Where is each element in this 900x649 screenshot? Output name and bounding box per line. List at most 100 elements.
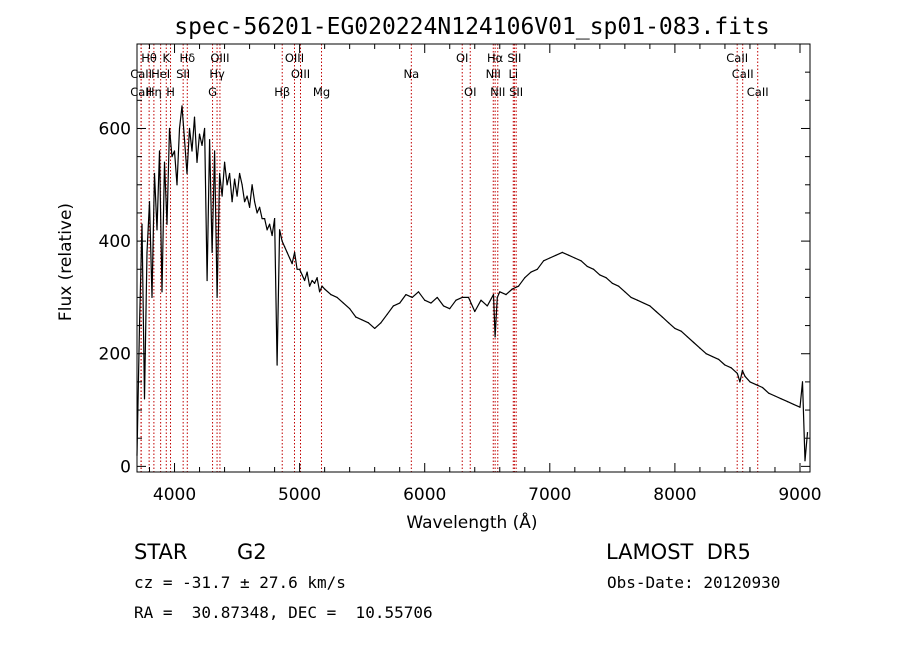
spectrum-point bbox=[806, 431, 809, 434]
spectrum-point bbox=[755, 384, 757, 386]
spectral-line-label: OI bbox=[464, 85, 476, 99]
spectrum-point bbox=[630, 296, 632, 299]
spectral-line-label: NII bbox=[486, 67, 501, 81]
spectrum-point bbox=[580, 260, 582, 262]
spectrum-point bbox=[768, 392, 770, 394]
spectrum-point bbox=[178, 127, 181, 130]
spectrum-point bbox=[643, 302, 645, 304]
spectrum-point bbox=[279, 229, 281, 231]
spectrum-series bbox=[136, 105, 809, 462]
spectrum-point bbox=[306, 271, 308, 273]
object-subclass: G2 bbox=[237, 540, 267, 564]
spectrum-point bbox=[203, 127, 206, 130]
spectrum-point bbox=[592, 268, 595, 270]
y-axis-ticks: 0 200 400 600 bbox=[99, 71, 810, 477]
spectrum-point bbox=[561, 251, 563, 253]
y-tick-label: 200 bbox=[99, 345, 131, 365]
spectrum-point bbox=[181, 105, 183, 107]
spectrum-point bbox=[188, 127, 191, 130]
spectrum-point bbox=[780, 398, 782, 400]
spectral-line-label: CaII bbox=[747, 85, 769, 99]
y-tick-label: 0 bbox=[120, 457, 131, 477]
spectrum-point bbox=[741, 370, 744, 372]
x-tick-label: 9000 bbox=[778, 485, 821, 505]
spectrum-point bbox=[221, 195, 223, 197]
spectrum-point bbox=[166, 223, 168, 225]
spectrum-point bbox=[296, 268, 298, 270]
spectral-line-label: SII bbox=[507, 51, 521, 65]
spectrum-point bbox=[271, 234, 273, 237]
spectrum-point bbox=[724, 364, 726, 366]
spectrum-point bbox=[467, 296, 470, 299]
spectrum-point bbox=[649, 305, 651, 307]
spectrum-point bbox=[198, 133, 201, 135]
spectrum-point bbox=[674, 327, 676, 329]
spectral-line-label: Hγ bbox=[209, 67, 225, 81]
spectral-line-label: Hθ bbox=[141, 51, 157, 65]
spectrum-point bbox=[655, 310, 657, 313]
spectrum-point bbox=[480, 299, 482, 301]
x-tick-label: 5000 bbox=[278, 485, 321, 505]
spectrum-line bbox=[136, 105, 809, 462]
chart-title: spec-56201-EG020224N124106V01_sp01-083.f… bbox=[174, 14, 769, 40]
spectrum-point bbox=[173, 150, 176, 152]
spectrum-point bbox=[284, 246, 286, 248]
spectrum-point bbox=[294, 251, 296, 253]
spectrum-point bbox=[355, 316, 357, 318]
spectrum-point bbox=[399, 302, 401, 304]
spectrum-point bbox=[314, 282, 316, 284]
spectrum-point bbox=[761, 386, 764, 389]
spectrum-point bbox=[530, 271, 532, 273]
spectrum-point bbox=[208, 139, 211, 141]
spectral-line-label: OIII bbox=[210, 51, 229, 65]
spectral-line-label: OI bbox=[456, 51, 468, 65]
x-tick-label: 8000 bbox=[653, 485, 696, 505]
spectrum-point bbox=[316, 277, 318, 279]
spectrum-point bbox=[218, 172, 221, 175]
spectrum-point bbox=[321, 285, 323, 287]
spectrum-point bbox=[148, 201, 151, 203]
spectrum-point bbox=[686, 336, 689, 338]
spectral-line-label: K bbox=[162, 51, 170, 65]
spectrum-point bbox=[417, 291, 420, 293]
spectrum-point bbox=[436, 296, 438, 299]
spectral-line-label: Mg bbox=[313, 85, 330, 99]
spectrum-point bbox=[171, 156, 173, 158]
spectrum-point bbox=[238, 172, 241, 175]
spectrum-point bbox=[405, 294, 407, 296]
spectrum-point bbox=[216, 296, 218, 299]
spectral-line-label: Li bbox=[508, 67, 518, 81]
spectrum-point bbox=[605, 277, 607, 279]
spectrum-point bbox=[774, 395, 776, 397]
x-tick-label: 7000 bbox=[528, 485, 571, 505]
spectral-line-label: Hβ bbox=[274, 85, 290, 99]
spectrum-point bbox=[455, 299, 457, 301]
spectrum-point bbox=[449, 308, 451, 310]
spectral-line-label: CaII bbox=[130, 85, 152, 99]
spectrum-point bbox=[236, 195, 238, 197]
spectrum-point bbox=[163, 161, 166, 163]
spectrum-point bbox=[153, 172, 156, 175]
spectrum-point bbox=[424, 299, 426, 301]
spectrum-point bbox=[461, 296, 463, 299]
spectrum-point bbox=[693, 341, 695, 344]
spectrum-point bbox=[246, 195, 248, 197]
spectrum-point bbox=[330, 294, 332, 296]
coordinates: RA = 30.87348, DEC = 10.55706 bbox=[134, 603, 433, 622]
spectrum-point bbox=[141, 223, 143, 225]
spectrum-point bbox=[176, 184, 178, 186]
spectrum-point bbox=[311, 279, 313, 282]
spectrum-point bbox=[736, 372, 739, 375]
spectrum-point bbox=[636, 299, 638, 301]
spectrum-point bbox=[749, 381, 751, 383]
spectrum-point bbox=[367, 322, 370, 324]
spectral-line-label: Hη bbox=[146, 85, 162, 99]
spectrum-point bbox=[542, 260, 545, 262]
spectrum-point bbox=[549, 257, 551, 259]
spectrum-point bbox=[258, 206, 261, 208]
spectrum-point bbox=[374, 327, 376, 329]
spectrum-point bbox=[517, 285, 520, 287]
spectrum-point bbox=[739, 381, 741, 383]
spectrum-point bbox=[186, 172, 188, 175]
spectrum-point bbox=[392, 305, 395, 307]
